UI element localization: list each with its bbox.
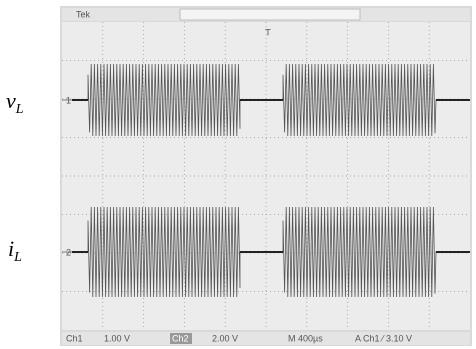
symbol: v: [6, 88, 16, 113]
trigger-setting: A Ch1 ⁄ 3.10 V: [355, 333, 412, 343]
header-text: Tek: [76, 9, 91, 19]
ch2-label: Ch2: [172, 333, 189, 343]
ch2-scale: 2.00 V: [212, 333, 238, 343]
channel-2-label: iL: [8, 236, 22, 265]
ch1-label: Ch1: [66, 333, 83, 343]
channel-2-marker: 2: [66, 247, 71, 257]
trigger-marker: T: [265, 27, 271, 37]
page: vL iL Tek T 1 2 Ch1 1.00 V Ch2 2.00 V M …: [0, 0, 476, 349]
channel-1-label: vL: [6, 88, 24, 117]
timebase: M 400µs: [288, 333, 323, 343]
ch1-scale: 1.00 V: [104, 333, 130, 343]
subscript: L: [13, 250, 22, 265]
subscript: L: [15, 102, 24, 117]
channel-1-marker: 1: [66, 95, 71, 105]
record-window: [180, 9, 360, 20]
